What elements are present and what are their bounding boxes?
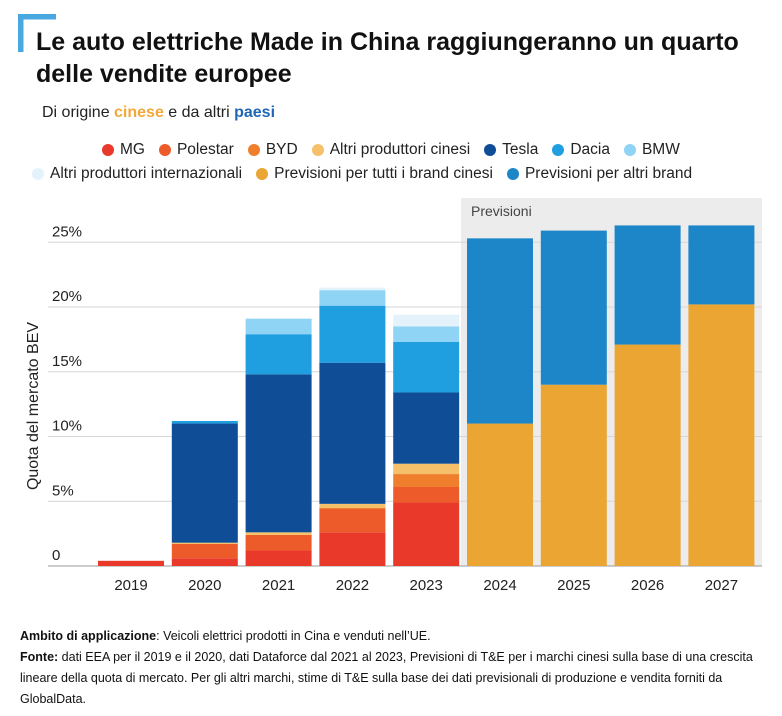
y-tick-label: 5%	[52, 482, 74, 499]
bar-segment	[245, 334, 312, 375]
x-tick-label: 2021	[262, 577, 295, 594]
chart-subtitle: Di origine cinese e da altri paesi	[42, 104, 276, 121]
bar-segment	[614, 344, 681, 566]
subtitle-highlight-chinese: cinese	[114, 104, 164, 121]
bar-segment	[245, 374, 312, 533]
stacked-bar-chart: Previsioni 0 5% 10% 15% 20% 25% Quota del merca…	[25, 198, 762, 594]
bar-segment	[319, 509, 386, 533]
legend-label: Tesla	[502, 141, 539, 158]
chart-title: Le auto elettriche Made in China raggiun…	[36, 28, 739, 88]
legend-item: Previsioni per tutti i brand cinesi	[256, 165, 493, 183]
legend-label: MG	[120, 141, 145, 158]
legend-swatch	[552, 144, 565, 156]
subtitle-highlight-other: paesi	[234, 104, 276, 121]
bar-segment	[393, 314, 460, 327]
bar-segment	[688, 304, 755, 566]
legend-label: BMW	[641, 141, 680, 158]
bar-segment	[393, 326, 460, 342]
legend-swatch	[311, 144, 324, 156]
legend-label: Polestar	[176, 141, 234, 158]
x-tick-label: 2025	[557, 577, 590, 594]
bar-segment	[319, 503, 386, 508]
legend-swatch	[506, 168, 519, 180]
chart-footer: Ambito di applicazione: Veicoli elettric…	[20, 626, 760, 710]
bar-segment	[540, 384, 607, 566]
bar-segment	[245, 318, 312, 335]
source-note: Fonte: dati EEA per il 2019 e il 2020, d…	[20, 650, 753, 706]
legend-label: Previsioni per tutti i brand cinesi	[274, 165, 493, 182]
legend-item: Altri produttori cinesi	[311, 141, 471, 159]
legend-swatch	[102, 144, 114, 156]
legend-label: BYD	[265, 141, 298, 158]
bar-segment	[467, 238, 533, 424]
chart-legend: MG Polestar BYD Altri produttori cinesi Tesl…	[20, 138, 780, 186]
bar-segment	[319, 362, 386, 504]
bar-segment	[171, 542, 238, 544]
legend-swatch	[158, 144, 171, 156]
legend-label: Altri produttori internazionali	[50, 165, 243, 182]
legend-item: Altri produttori internazionali	[32, 165, 242, 183]
bar-segment	[98, 560, 164, 566]
bar-segment	[171, 420, 238, 424]
legend-label: Altri produttori cinesi	[329, 141, 471, 158]
x-tick-label: 2019	[114, 577, 147, 594]
legend-swatch	[623, 144, 636, 156]
scope-note: Ambito di applicazione: Veicoli elettric…	[20, 629, 431, 643]
corner-accent-icon	[18, 14, 56, 52]
legend-item: Tesla	[484, 141, 538, 159]
bar-segment	[393, 392, 460, 464]
y-tick-label: 0	[52, 547, 60, 564]
bar-segment	[688, 225, 755, 305]
x-tick-label: 2022	[336, 577, 369, 594]
bar-segment	[319, 287, 386, 291]
bar-segment	[393, 463, 460, 475]
legend-item: BMW	[623, 141, 680, 159]
legend-item: MG	[102, 141, 145, 159]
y-axis-label: Quota del mercato BEV	[25, 322, 42, 490]
legend-item: Polestar	[158, 141, 234, 159]
y-tick-label: 20%	[52, 288, 82, 305]
legend-item: Previsioni per altri brand	[506, 165, 693, 183]
bar-segment	[245, 534, 312, 551]
bar-segment	[614, 225, 681, 345]
legend-item: BYD	[247, 141, 298, 159]
bar-segment	[393, 487, 460, 503]
x-tick-label: 2024	[483, 577, 516, 594]
y-tick-label: 15%	[52, 353, 82, 370]
legend-item: Dacia	[552, 141, 610, 159]
y-tick-label: 25%	[52, 223, 82, 240]
bar-segment	[171, 423, 238, 543]
legend-label: Previsioni per altri brand	[524, 165, 693, 182]
bar-segment	[393, 474, 460, 488]
legend-label: Dacia	[570, 141, 610, 158]
bar-segment	[393, 341, 460, 393]
bar-segment	[319, 507, 386, 510]
x-tick-label: 2023	[410, 577, 443, 594]
legend-swatch	[256, 168, 269, 180]
bar-segment	[393, 502, 460, 566]
y-tick-label: 10%	[52, 418, 82, 435]
bar-segment	[245, 532, 312, 535]
legend-swatch	[32, 168, 44, 180]
bar-segment	[540, 230, 607, 385]
bar-segment	[319, 290, 386, 306]
bar-segment	[171, 543, 238, 559]
bar-segment	[245, 550, 312, 566]
x-tick-label: 2027	[705, 577, 738, 594]
bar-segment	[319, 532, 386, 566]
bar-segment	[467, 423, 533, 566]
legend-swatch	[247, 144, 260, 156]
bar-segment	[171, 558, 238, 566]
legend-swatch	[484, 144, 497, 156]
forecast-label: Previsioni	[471, 203, 532, 219]
x-tick-label: 2020	[188, 577, 221, 594]
bar-segment	[319, 305, 386, 363]
x-tick-label: 2026	[631, 577, 664, 594]
